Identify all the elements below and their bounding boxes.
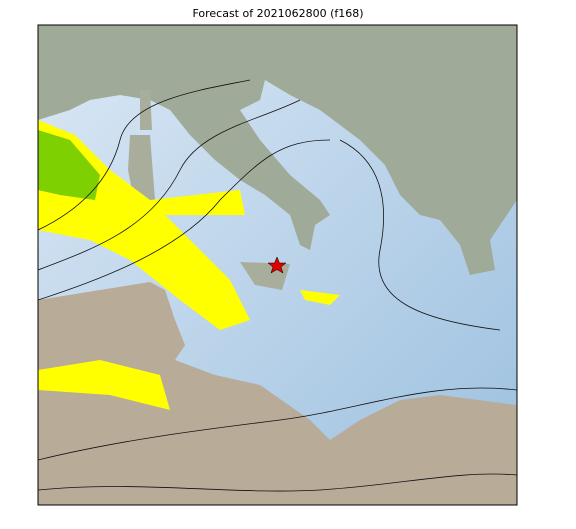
africa-land xyxy=(38,282,517,505)
europe-land xyxy=(38,25,517,275)
map-frame xyxy=(37,24,518,506)
title: Forecast of 2021062800 (f168) xyxy=(192,7,363,20)
event-star xyxy=(267,256,287,274)
sardinia xyxy=(128,135,155,205)
corsica xyxy=(140,90,152,130)
isobars xyxy=(38,79,517,492)
map-area xyxy=(38,25,517,505)
wind-shading-strong xyxy=(38,130,100,200)
